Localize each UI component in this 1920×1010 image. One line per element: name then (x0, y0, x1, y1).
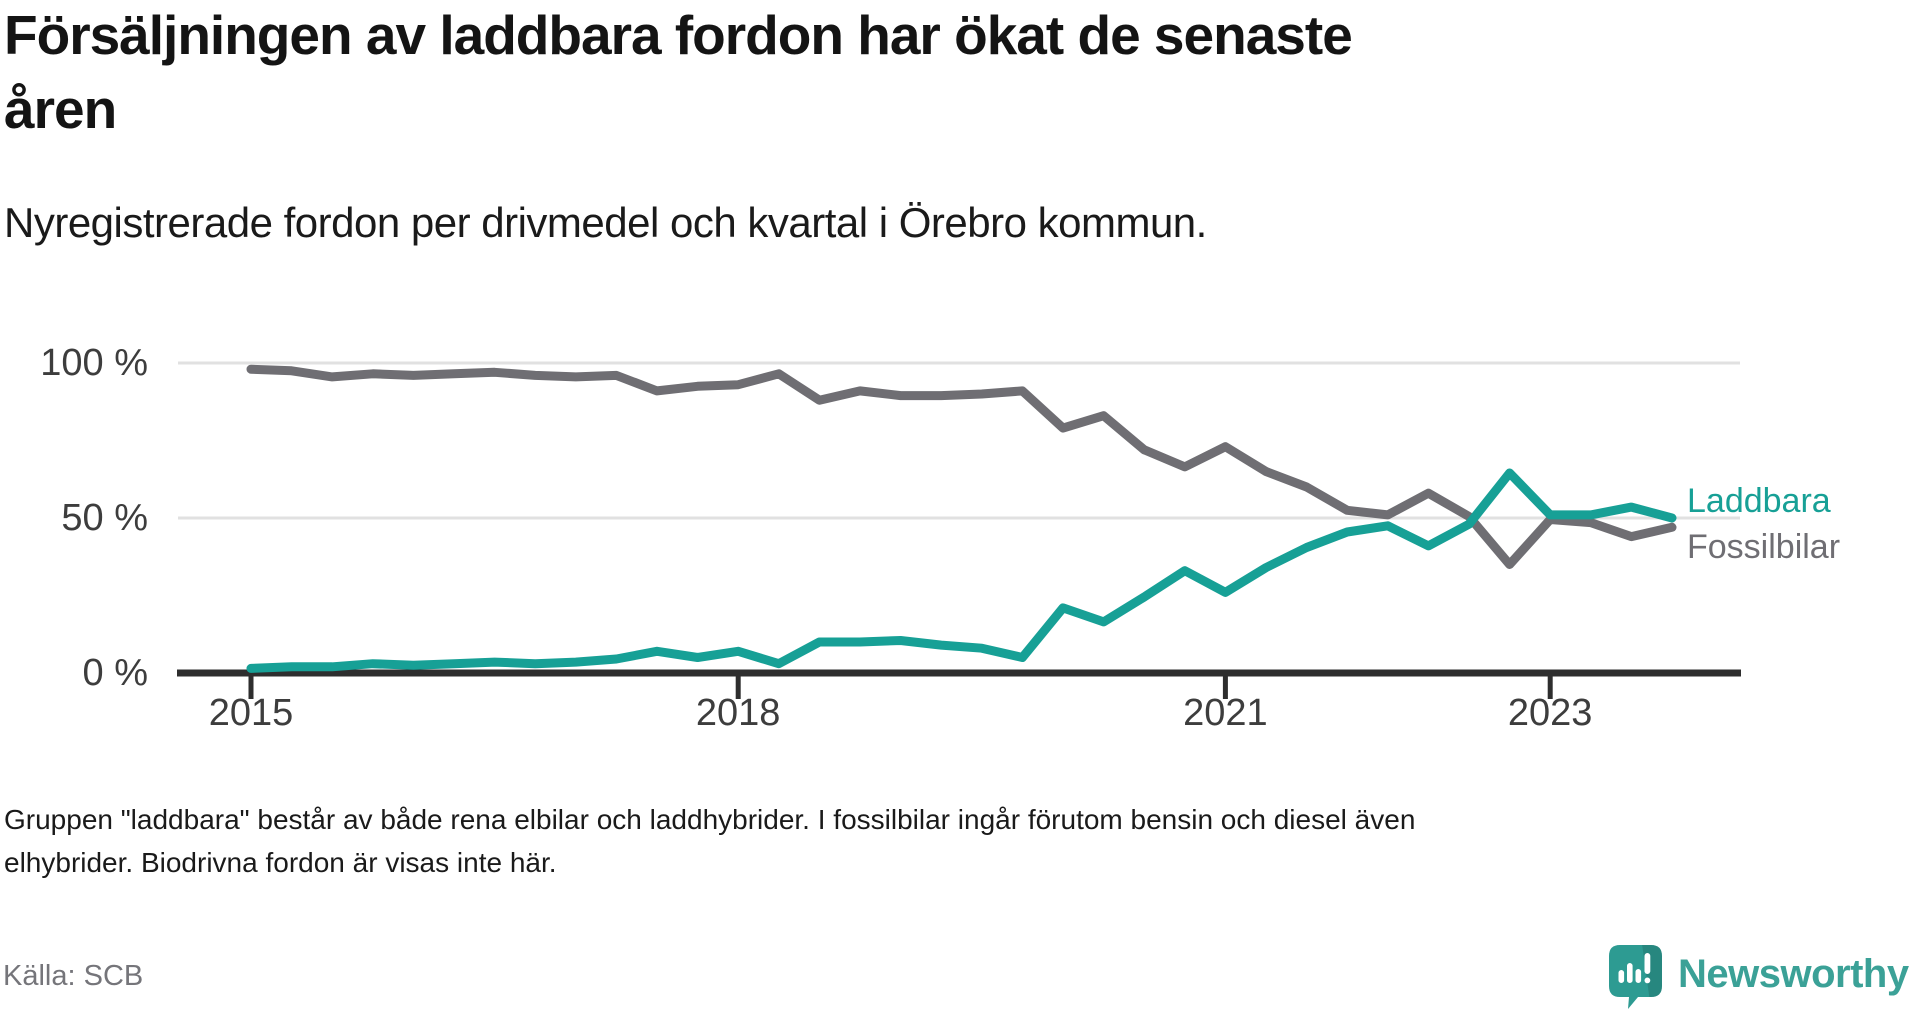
page-title: Försäljningen av laddbara fordon har öka… (4, 4, 1353, 140)
newsworthy-logo-text: Newsworthy (1678, 952, 1909, 996)
newsworthy-speech-bubble-bar-chart-icon (1609, 945, 1662, 1009)
page-subtitle: Nyregistrerade fordon per drivmedel och … (4, 199, 1207, 246)
legend-label-laddbara: Laddbara (1687, 482, 1831, 520)
source-label: Källa: SCB (3, 960, 144, 992)
series-line-fossilbilar (246, 364, 1677, 569)
y-axis-label-0: 0 % (82, 652, 148, 694)
x-axis-label-2021: 2021 (1183, 692, 1268, 734)
x-axis-label-2018: 2018 (695, 692, 781, 734)
legend-label-fossilbilar: Fossilbilar (1687, 528, 1841, 566)
x-axis-label-2015: 2015 (208, 692, 294, 734)
y-axis-label-100: 100 % (40, 342, 148, 384)
chart-footnote: Gruppen "laddbara" består av både rena e… (4, 804, 1416, 878)
x-axis-label-2023: 2023 (1507, 692, 1593, 734)
y-axis-label-50: 50 % (61, 497, 148, 539)
series-line-laddbara (246, 468, 1677, 673)
newsworthy-logo: Newsworthy (1608, 944, 1909, 1010)
